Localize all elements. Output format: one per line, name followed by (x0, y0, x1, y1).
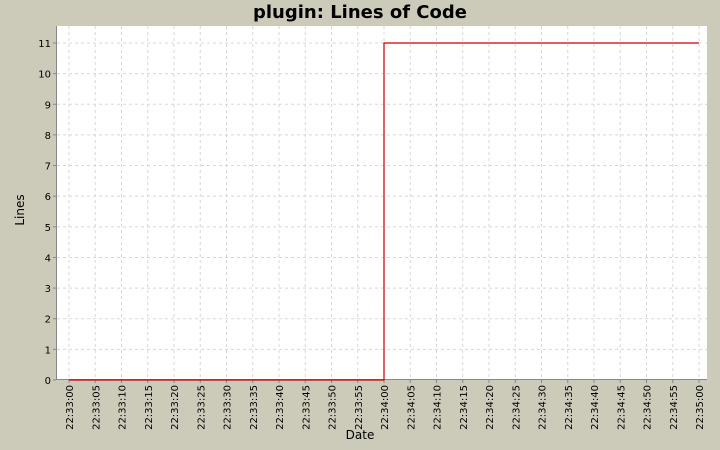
x-tick-label: 22:33:20 (170, 385, 181, 430)
x-tick-label: 22:34:50 (643, 385, 654, 430)
data-series-line (69, 42, 699, 381)
y-tick-label: 4 (45, 253, 51, 264)
x-tick-label: 22:34:20 (485, 385, 496, 430)
x-tick-label: 22:34:30 (538, 385, 549, 430)
x-tick-label: 22:33:35 (249, 385, 260, 430)
x-tick-label: 22:34:35 (564, 385, 575, 430)
x-tick-label: 22:34:55 (669, 385, 680, 430)
x-tick-label: 22:33:25 (196, 385, 207, 430)
x-tick-label: 22:34:10 (433, 385, 444, 430)
x-tick-label: 22:33:40 (275, 385, 286, 430)
y-tick-label: 1 (45, 345, 51, 356)
x-tick-label: 22:34:05 (406, 385, 417, 430)
x-tick-label: 22:33:50 (328, 385, 339, 430)
x-tick-label: 22:33:00 (65, 385, 76, 430)
y-tick-label: 5 (45, 223, 51, 234)
x-tick-label: 22:34:00 (380, 385, 391, 430)
y-tick-label: 3 (45, 284, 51, 295)
x-tick-label: 22:33:15 (144, 385, 155, 430)
y-tick-label: 2 (45, 315, 51, 326)
x-tick-label: 22:33:05 (91, 385, 102, 430)
x-tick-label: 22:34:15 (459, 385, 470, 430)
x-tick-label: 22:33:55 (354, 385, 365, 430)
y-tick-label: 7 (45, 162, 51, 173)
y-tick-label: 10 (38, 70, 51, 81)
x-tick-label: 22:34:25 (511, 385, 522, 430)
y-tick-label: 0 (45, 376, 51, 387)
y-tick-label: 9 (45, 100, 51, 111)
x-tick-label: 22:33:45 (301, 385, 312, 430)
x-tick-label: 22:33:10 (118, 385, 129, 430)
x-tick-label: 22:34:45 (616, 385, 627, 430)
x-tick-label: 22:35:00 (695, 385, 706, 430)
y-tick-label: 11 (38, 39, 51, 50)
x-axis-label: Date (345, 428, 375, 442)
chart-title: plugin: Lines of Code (253, 2, 467, 23)
y-axis-label: Lines (13, 194, 27, 226)
x-tick-label: 22:33:30 (223, 385, 234, 430)
x-tick-label: 22:34:40 (590, 385, 601, 430)
y-tick-label: 6 (45, 192, 51, 203)
y-tick-label: 8 (45, 131, 51, 142)
plot-area (56, 26, 707, 380)
